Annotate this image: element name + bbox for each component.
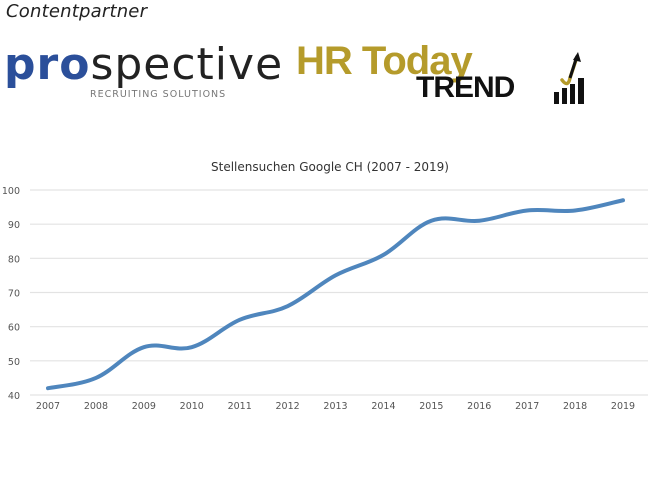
x-tick-label: 2007 — [36, 401, 60, 412]
x-tick-label: 2013 — [323, 401, 347, 412]
line-chart: Stellensuchen Google CH (2007 - 2019) 40… — [0, 150, 660, 430]
x-tick-label: 2016 — [467, 401, 491, 412]
x-tick-label: 2018 — [563, 401, 587, 412]
hr-today-wordmark: HR Today — [296, 39, 473, 83]
x-tick-label: 2009 — [132, 401, 156, 412]
prospective-wordmark: prospective — [4, 39, 284, 90]
y-tick-label: 80 — [8, 254, 20, 265]
x-tick-label: 2014 — [371, 401, 395, 412]
chart-plot-area: 40 50 60 70 80 90 100 2007 2008 2009 2010 2011 2012 2… — [2, 186, 648, 412]
x-tick-label: 2017 — [515, 401, 539, 412]
trend-wordmark: TREND — [416, 71, 515, 104]
series-line — [46, 198, 625, 391]
contentpartner-label: Contentpartner — [6, 1, 148, 22]
x-tick-label: 2012 — [275, 401, 299, 412]
y-tick-label: 70 — [8, 289, 20, 300]
prospective-tagline: RECRUITING SOLUTIONS — [90, 89, 227, 100]
trend-bars-arrow-icon — [554, 52, 584, 104]
x-tick-label: 2019 — [611, 401, 635, 412]
y-tick-label: 100 — [2, 186, 20, 197]
y-tick-label: 90 — [8, 220, 20, 231]
y-tick-label: 50 — [8, 357, 20, 368]
hr-today-trend-logo: HR Today TREND — [296, 40, 606, 110]
y-tick-label: 60 — [8, 323, 20, 334]
x-tick-label: 2011 — [228, 401, 252, 412]
chart-title: Stellensuchen Google CH (2007 - 2019) — [211, 160, 449, 174]
x-tick-label: 2010 — [180, 401, 204, 412]
y-tick-label: 40 — [8, 391, 20, 402]
x-tick-label: 2015 — [419, 401, 443, 412]
prospective-logo: prospective RECRUITING SOLUTIONS — [4, 40, 294, 102]
x-tick-label: 2008 — [84, 401, 108, 412]
